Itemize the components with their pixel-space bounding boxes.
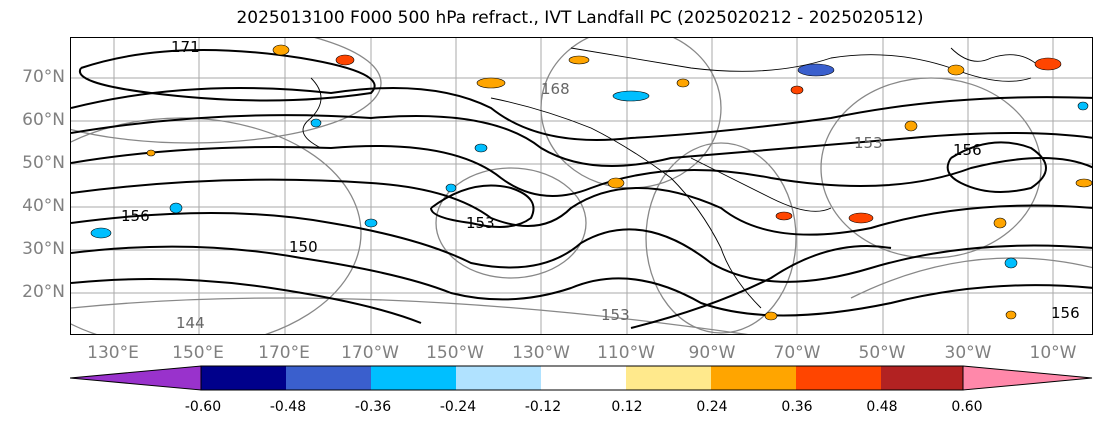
colorbar-tick: 0.60 [951, 399, 983, 415]
colorbar-tick: 0.48 [866, 399, 898, 415]
colorbar-tick: 0.12 [611, 399, 643, 415]
lat-label-70n: 70°N [22, 67, 65, 87]
colorbar-segment [286, 366, 371, 390]
colorbar-tick: -0.48 [269, 399, 307, 415]
colorbar-segment [456, 366, 541, 390]
contour-label: 156 [121, 207, 150, 225]
contour-label: 153 [854, 134, 883, 152]
lon-label-150e: 150°E [172, 343, 224, 363]
contour-label: 153 [601, 306, 630, 324]
contour-label-group: 171 168 153 156 153 156 150 144 153 156 [121, 38, 1080, 332]
colorbar-tick: 0.24 [696, 399, 728, 415]
lon-label-170w: 170°W [341, 343, 399, 363]
colorbar [70, 365, 1093, 391]
contour-label: 171 [171, 38, 200, 56]
lat-label-40n: 40°N [22, 196, 65, 216]
lat-label-50n: 50°N [22, 153, 65, 173]
lon-label-90w: 90°W [688, 343, 736, 363]
lon-label-10w: 10°W [1029, 343, 1077, 363]
colorbar-segment [881, 366, 966, 390]
lat-label-30n: 30°N [22, 239, 65, 259]
lon-label-130w: 130°W [512, 343, 570, 363]
map-plot-area: 171 168 153 156 153 156 150 144 153 156 [70, 37, 1093, 335]
colorbar-tick: -0.24 [439, 399, 477, 415]
graticule [71, 38, 1092, 334]
contour-label: 156 [953, 141, 982, 159]
geopotential-contours [71, 49, 1092, 329]
lon-label-170e: 170°E [258, 343, 310, 363]
colorbar-extend-high [962, 365, 1093, 391]
lon-label-150w: 150°W [426, 343, 484, 363]
colorbar-tick: -0.36 [354, 399, 392, 415]
lon-label-50w: 50°W [858, 343, 906, 363]
colorbar-tick: 0.36 [781, 399, 813, 415]
lon-label-30w: 30°W [944, 343, 992, 363]
contour-label: 156 [1051, 304, 1080, 322]
anomaly-patches [90, 44, 1092, 321]
contour-label: 168 [541, 80, 570, 98]
map-title: 2025013100 F000 500 hPa refract., IVT La… [236, 8, 924, 28]
colorbar-tick: -0.60 [184, 399, 222, 415]
lon-label-110w: 110°W [597, 343, 655, 363]
lat-label-20n: 20°N [22, 282, 65, 302]
coastlines [302, 47, 1042, 309]
contour-label: 153 [466, 214, 495, 232]
colorbar-segment [541, 366, 626, 390]
colorbar-extend-low [70, 365, 202, 391]
contour-label: 150 [289, 238, 318, 256]
refractivity-contours [71, 38, 1092, 334]
map-canvas: 171 168 153 156 153 156 150 144 153 156 [71, 38, 1092, 334]
colorbar-segment [626, 366, 711, 390]
contour-label: 144 [176, 314, 205, 332]
colorbar-tick: -0.12 [524, 399, 562, 415]
lat-label-60n: 60°N [22, 110, 65, 130]
colorbar-segment [711, 366, 796, 390]
lon-label-130e: 130°E [87, 343, 139, 363]
colorbar-segment [371, 366, 456, 390]
colorbar-segment [201, 366, 286, 390]
colorbar-segment [796, 366, 881, 390]
lon-label-70w: 70°W [773, 343, 821, 363]
